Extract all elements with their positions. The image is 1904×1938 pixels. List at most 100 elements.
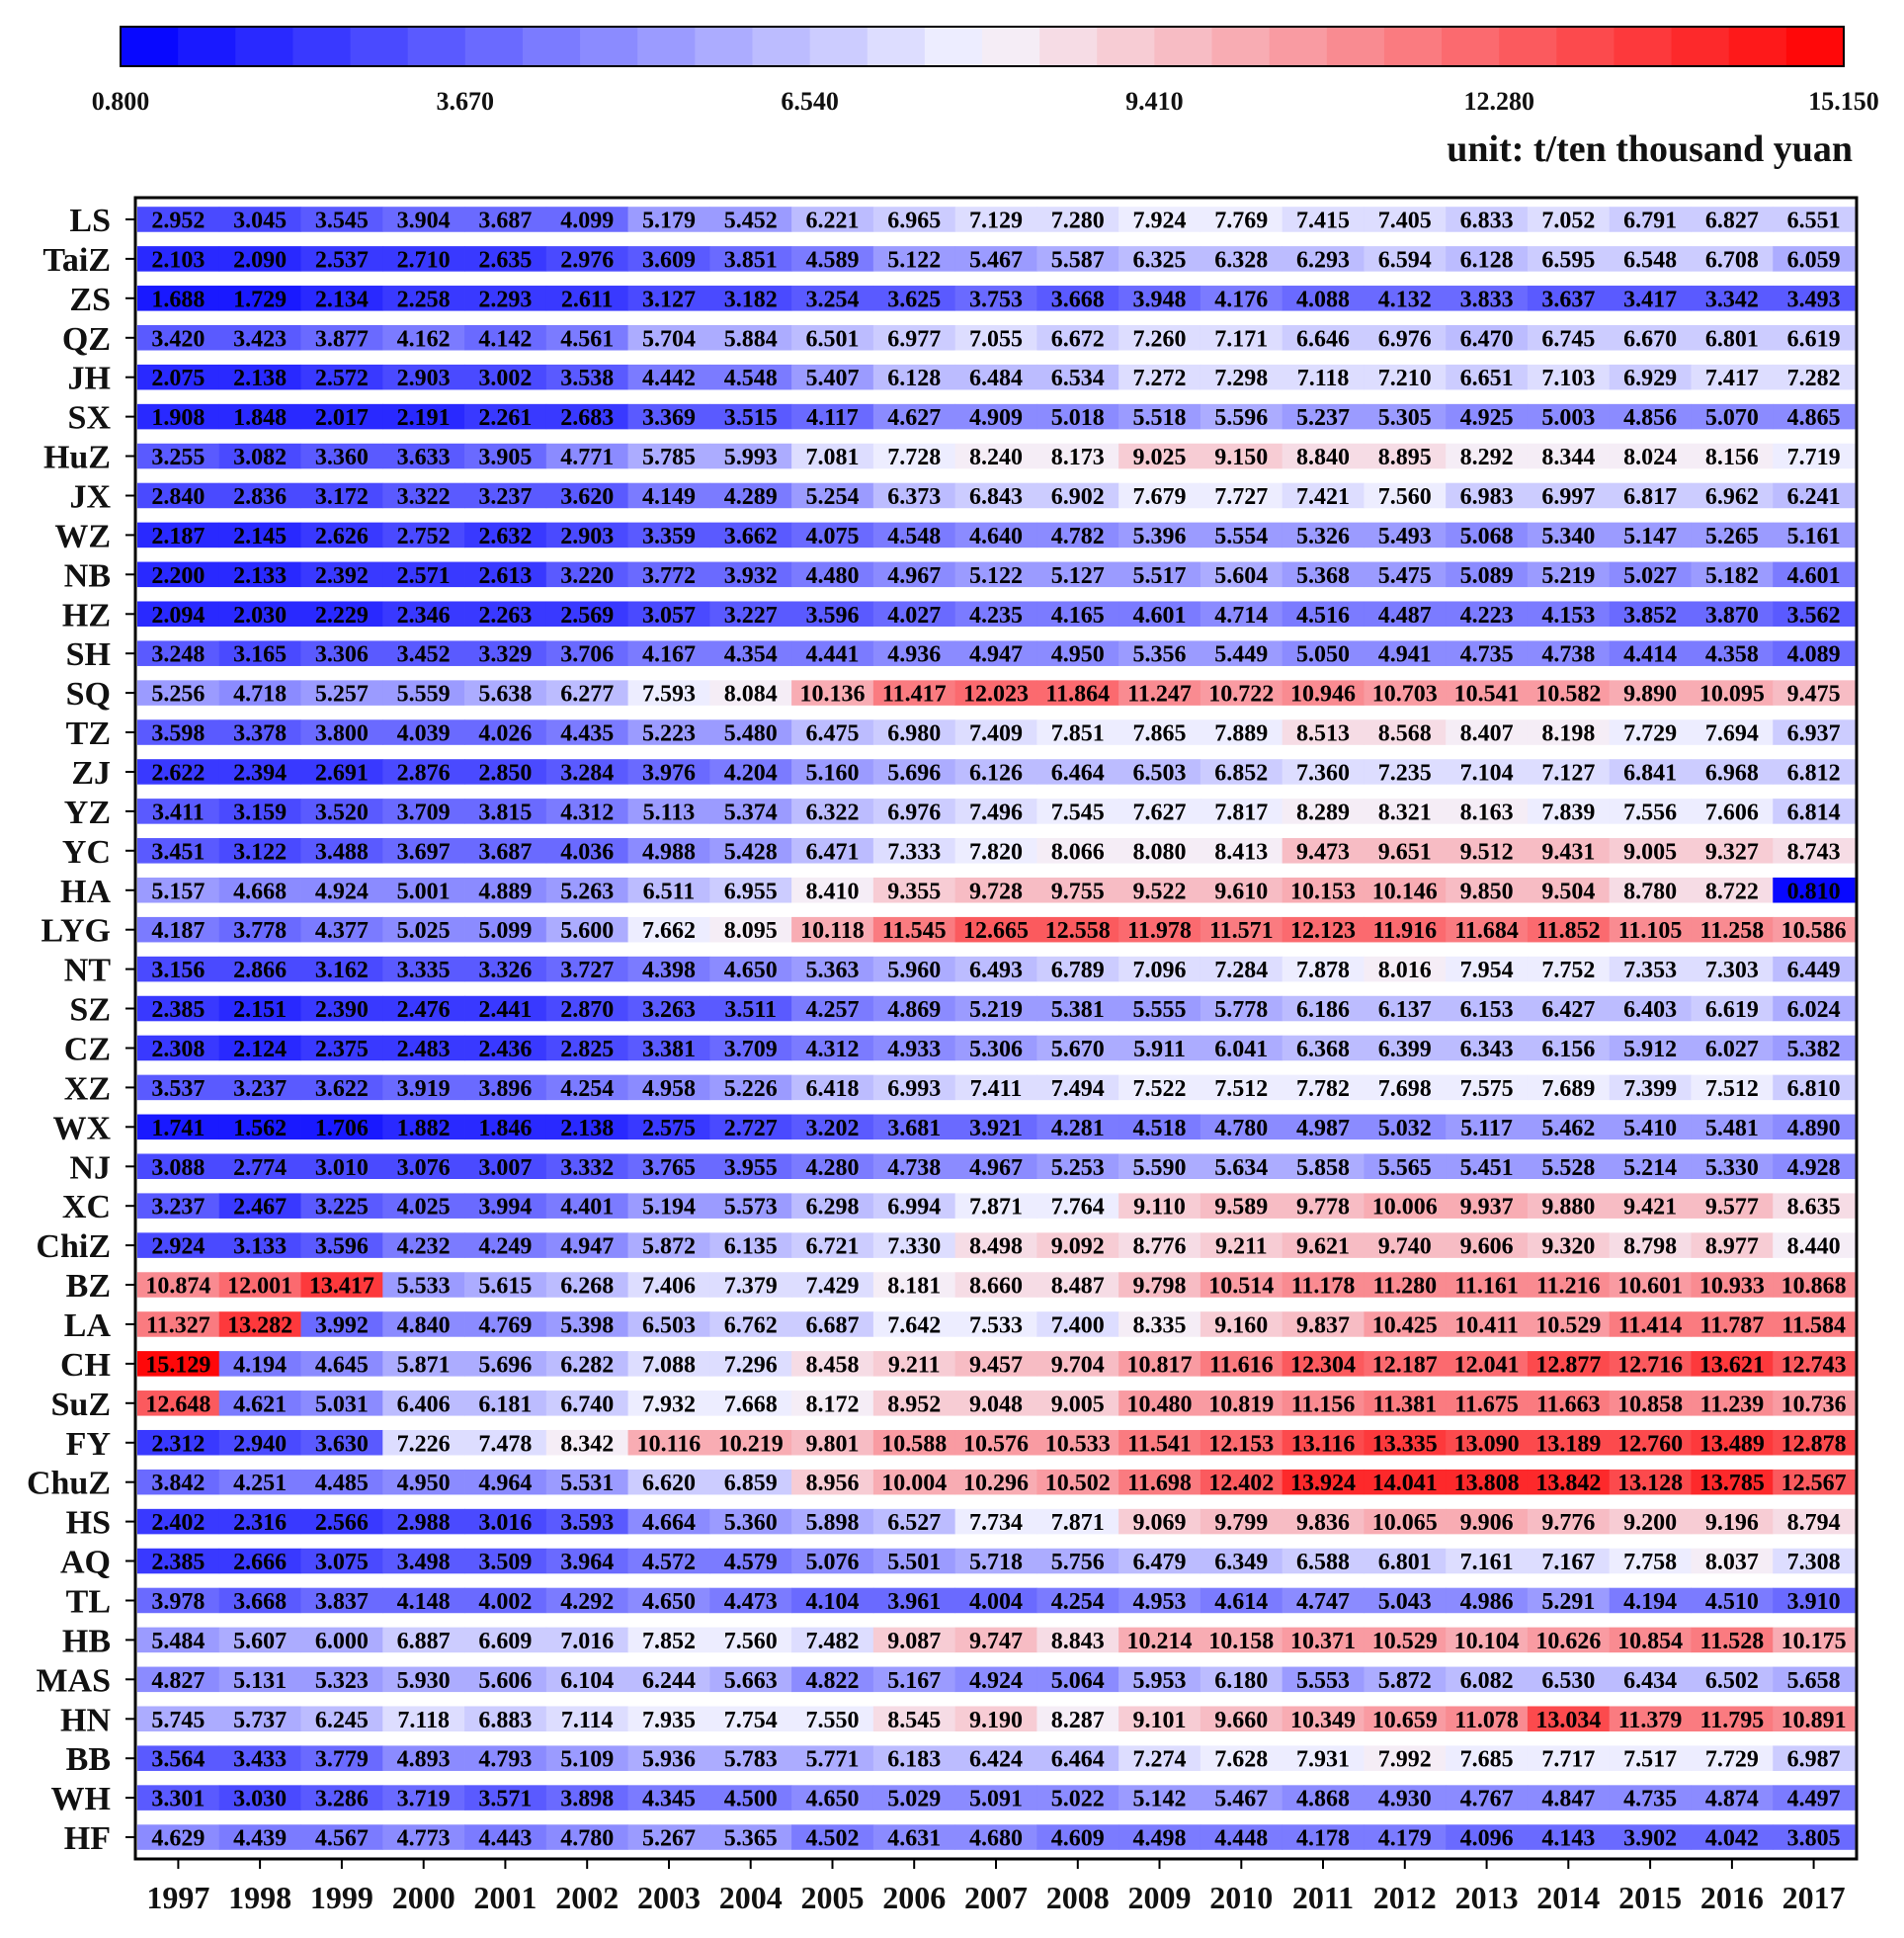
- heatmap-cell: [954, 680, 1037, 706]
- cell-value-label: 9.577: [1705, 1195, 1759, 1221]
- cell-value-label: 4.950: [397, 1471, 451, 1496]
- heatmap-cell: [1773, 522, 1856, 548]
- cell-value-label: 5.305: [1378, 405, 1432, 431]
- cell-value-label: 3.284: [560, 760, 614, 786]
- cell-value-label: 6.024: [1787, 997, 1841, 1023]
- heatmap-cell: [627, 640, 710, 666]
- heatmap-cell: [627, 601, 710, 628]
- cell-value-label: 6.814: [1787, 800, 1841, 825]
- heatmap-cell: [627, 838, 710, 864]
- cell-value-label: 4.223: [1460, 603, 1514, 629]
- heatmap-cell: [954, 561, 1037, 588]
- cell-value-label: 2.402: [151, 1510, 205, 1536]
- cell-value-label: 5.778: [1214, 997, 1268, 1023]
- heatmap-cell: [1118, 403, 1201, 430]
- cell-value-label: 11.698: [1127, 1471, 1192, 1496]
- heatmap-cell: [1200, 443, 1283, 469]
- cell-value-label: 10.582: [1535, 682, 1601, 708]
- heatmap-cell: [545, 995, 628, 1022]
- heatmap-cell: [954, 207, 1037, 232]
- heatmap-cell: [1446, 403, 1529, 430]
- heatmap-cell: [1200, 995, 1283, 1022]
- heatmap-cell: [791, 522, 874, 548]
- cell-value-label: 5.745: [151, 1708, 205, 1733]
- cell-value-label: 3.687: [478, 839, 532, 865]
- cell-value-label: 11.663: [1536, 1391, 1601, 1417]
- cell-value-label: 9.457: [969, 1352, 1023, 1378]
- cell-value-label: 4.782: [1051, 524, 1105, 549]
- heatmap-cell: [791, 916, 874, 943]
- cell-value-label: 10.219: [718, 1431, 784, 1457]
- heatmap-cell: [464, 995, 547, 1022]
- cell-value-label: 3.452: [397, 642, 451, 668]
- cell-value-label: 6.244: [642, 1668, 696, 1694]
- cell-value-label: 2.571: [397, 563, 451, 589]
- heatmap-cell: [709, 995, 792, 1022]
- heatmap-cell: [954, 522, 1037, 548]
- heatmap-cell: [1282, 286, 1365, 311]
- heatmap-cell: [1446, 640, 1529, 666]
- cell-value-label: 5.306: [969, 1037, 1023, 1062]
- cell-value-label: 5.518: [1133, 405, 1187, 431]
- cell-value-label: 11.178: [1291, 1274, 1356, 1300]
- cell-value-label: 4.567: [315, 1826, 369, 1852]
- cell-value-label: 7.924: [1133, 208, 1187, 233]
- cell-value-label: 3.075: [315, 1550, 369, 1575]
- colorbar-segment: [867, 27, 926, 66]
- cell-value-label: 6.479: [1133, 1550, 1187, 1575]
- heatmap-cell: [218, 324, 301, 351]
- cell-value-label: 3.509: [478, 1550, 532, 1575]
- cell-value-label: 11.258: [1700, 918, 1765, 944]
- heatmap-cell: [872, 403, 956, 430]
- heatmap-cell: [218, 482, 301, 509]
- heatmap-cell: [137, 482, 220, 509]
- cell-value-label: 4.933: [887, 1037, 941, 1062]
- cell-value-label: 7.764: [1051, 1195, 1105, 1221]
- cell-value-label: 5.265: [1705, 524, 1759, 549]
- cell-value-label: 5.219: [969, 997, 1023, 1023]
- heatmap-cell: [464, 1035, 547, 1061]
- heatmap-cell: [464, 956, 547, 982]
- colorbar-tick-label: 15.150: [1808, 87, 1879, 116]
- cell-value-label: 8.843: [1051, 1629, 1105, 1654]
- cell-value-label: 7.878: [1296, 958, 1350, 983]
- cell-value-label: 4.194: [233, 1352, 287, 1378]
- cell-value-label: 4.027: [887, 603, 941, 629]
- cell-value-label: 6.534: [1051, 366, 1105, 391]
- cell-value-label: 6.619: [1787, 326, 1841, 352]
- heatmap-cell: [709, 246, 792, 272]
- heatmap-cell: [1036, 1035, 1119, 1061]
- cell-value-label: 6.241: [1787, 484, 1841, 510]
- cell-value-label: 7.411: [970, 1076, 1023, 1102]
- cell-value-label: 5.737: [233, 1708, 287, 1733]
- cell-value-label: 3.564: [151, 1747, 205, 1773]
- cell-value-label: 5.600: [560, 918, 614, 944]
- heatmap-cell: [1200, 286, 1283, 311]
- cell-value-label: 6.221: [805, 208, 859, 233]
- cell-value-label: 6.810: [1787, 1076, 1841, 1102]
- cell-value-label: 4.249: [478, 1234, 532, 1260]
- heatmap-cell: [1773, 916, 1856, 943]
- heatmap-cell: [954, 719, 1037, 745]
- cell-value-label: 3.772: [642, 563, 696, 589]
- cell-value-label: 7.851: [1051, 721, 1105, 747]
- cell-value-label: 7.627: [1133, 800, 1187, 825]
- colorbar-tick-label: 3.670: [437, 87, 495, 116]
- cell-value-label: 1.741: [151, 1116, 205, 1141]
- cell-value-label: 6.325: [1133, 247, 1187, 273]
- cell-value-label: 3.978: [151, 1589, 205, 1615]
- heatmap-cell: [791, 246, 874, 272]
- heatmap-cell: [545, 799, 628, 824]
- heatmap-cell: [872, 640, 956, 666]
- cell-value-label: 11.381: [1372, 1391, 1437, 1417]
- heatmap-cell: [1282, 443, 1365, 469]
- heatmap-cell: [1609, 956, 1692, 982]
- row-label: CZ: [64, 1032, 111, 1068]
- heatmap-cell: [137, 995, 220, 1022]
- cell-value-label: 3.633: [397, 445, 451, 470]
- cell-value-label: 5.587: [1051, 247, 1105, 273]
- cell-value-label: 6.328: [1214, 247, 1268, 273]
- cell-value-label: 4.572: [642, 1550, 696, 1575]
- heatmap-cell: [627, 956, 710, 982]
- heatmap-cell: [1282, 877, 1365, 903]
